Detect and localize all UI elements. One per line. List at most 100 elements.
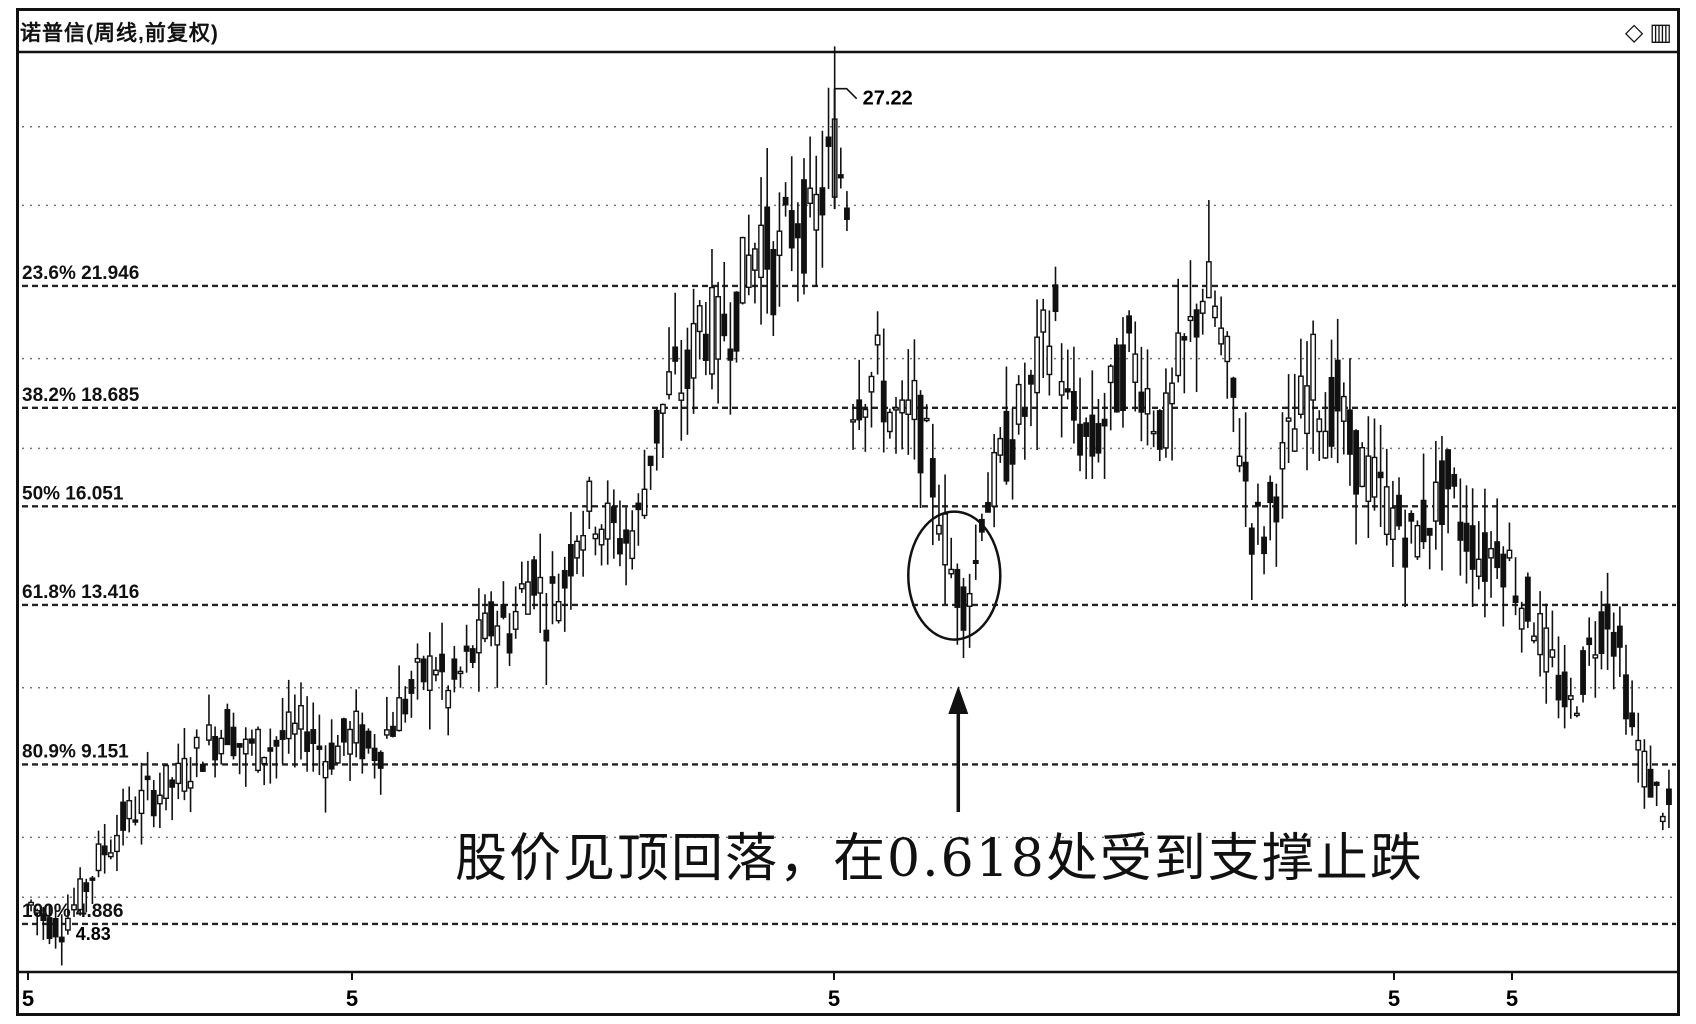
peak-pointer	[834, 87, 858, 100]
candle-body	[893, 407, 899, 411]
candle-body	[758, 224, 764, 279]
candle-body	[475, 619, 482, 654]
candle-body	[1310, 333, 1317, 401]
candle-body	[1574, 712, 1580, 717]
candle-body	[868, 375, 875, 393]
candle-body	[1242, 461, 1249, 482]
candle-body	[985, 501, 991, 513]
candle-body	[1297, 375, 1304, 416]
candle-body	[709, 286, 715, 375]
candle-body	[856, 399, 863, 421]
candle-body	[1267, 481, 1274, 504]
candle-body	[1518, 607, 1525, 630]
candle-body	[322, 760, 329, 779]
candle-body	[850, 419, 856, 423]
candle-body	[64, 917, 71, 931]
candle-body	[1475, 558, 1482, 577]
candle-body	[1322, 430, 1329, 459]
candle-body	[371, 747, 378, 762]
candle-body	[1261, 536, 1267, 555]
candle-body	[187, 780, 194, 789]
low-label: 4.83	[76, 924, 111, 944]
candle-body	[506, 633, 513, 654]
candle-body	[439, 653, 445, 673]
candle-body	[733, 291, 740, 352]
candle-body	[954, 568, 961, 608]
candle-body	[997, 437, 1004, 456]
candle-body	[659, 403, 666, 414]
candle-body	[617, 538, 623, 555]
candle-body	[1279, 442, 1286, 470]
candle-body	[101, 845, 108, 856]
candle-body	[1175, 332, 1182, 377]
candle-body	[1586, 637, 1593, 646]
candle-body	[555, 601, 562, 622]
candle-body	[156, 794, 163, 805]
diamond-icon[interactable]: ◇	[1624, 19, 1644, 46]
candle-body	[52, 917, 59, 938]
candle-body	[1402, 537, 1409, 568]
candle-body	[1567, 695, 1574, 701]
candle-body	[1353, 430, 1359, 495]
candle-body	[518, 583, 525, 590]
candle-body	[1199, 300, 1206, 314]
candle-body	[1659, 815, 1666, 823]
candle-body	[267, 747, 274, 752]
candle-body	[776, 230, 783, 257]
candle-body	[89, 877, 96, 881]
candle-body	[212, 736, 219, 761]
candle-body	[1034, 336, 1041, 394]
candle-body	[1273, 496, 1280, 523]
x-tick-label: 5	[828, 986, 840, 1011]
candle-body	[169, 779, 176, 788]
candle-body	[1347, 409, 1353, 455]
candle-body	[494, 625, 501, 646]
candle-body	[1408, 512, 1415, 522]
candle-body	[880, 380, 887, 423]
candle-body	[1598, 611, 1605, 654]
candle-body	[316, 745, 323, 750]
candle-body	[1488, 547, 1494, 559]
candle-body	[1451, 473, 1458, 487]
candle-body	[1623, 674, 1629, 720]
window-icon[interactable]: ▥	[1649, 19, 1672, 46]
candle-body	[770, 248, 777, 316]
candle-body	[537, 576, 544, 594]
chart-title: 诺普信(周线,前复权)	[20, 22, 219, 45]
candle-body	[1187, 315, 1194, 322]
candle-body	[1340, 395, 1347, 422]
candle-body	[285, 711, 292, 740]
x-tick-label: 5	[346, 986, 358, 1011]
candle-body	[224, 709, 231, 746]
candle-body	[138, 789, 145, 815]
candle-body	[1506, 549, 1513, 559]
candle-body	[911, 379, 918, 421]
candle-body	[905, 399, 912, 416]
fib-level-label: 100% 4.886	[22, 901, 123, 922]
candle-body	[1420, 499, 1427, 543]
candle-body	[1113, 344, 1120, 413]
candle-body	[666, 371, 672, 396]
candle-body	[678, 392, 685, 401]
candle-body	[948, 568, 955, 575]
candle-body	[1150, 430, 1157, 435]
candle-body	[482, 612, 488, 640]
candle-body	[727, 348, 734, 361]
candle-body	[1040, 309, 1047, 333]
candle-body	[1377, 471, 1384, 479]
candle-body	[390, 725, 396, 737]
fib-level-label: 38.2% 18.685	[22, 385, 140, 406]
candle-body	[77, 878, 84, 911]
candle-body	[1291, 428, 1298, 452]
candle-body	[377, 751, 384, 769]
candle-body	[83, 882, 90, 892]
candle-body	[819, 187, 826, 216]
candle-body	[696, 305, 703, 333]
candle-body	[1469, 525, 1476, 570]
candle-body	[1046, 345, 1053, 376]
candle-body	[1635, 739, 1642, 751]
candle-body	[1205, 261, 1212, 299]
candle-body	[899, 399, 906, 414]
candle-body	[347, 728, 353, 755]
candle-body	[1616, 625, 1623, 648]
